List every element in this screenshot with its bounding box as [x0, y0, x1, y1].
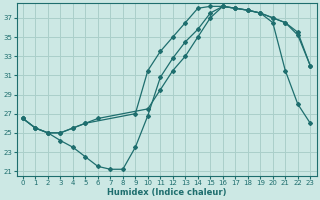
X-axis label: Humidex (Indice chaleur): Humidex (Indice chaleur): [107, 188, 226, 197]
